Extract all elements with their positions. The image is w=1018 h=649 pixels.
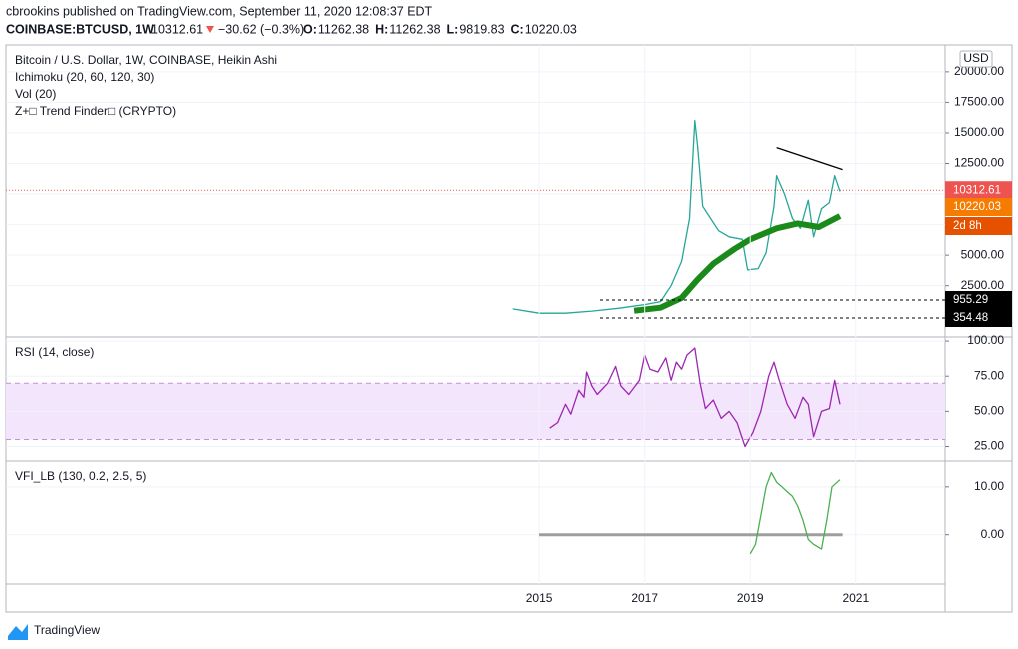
price-tag-label: 2d 8h (953, 220, 982, 232)
price-tag-label: 354.48 (953, 312, 988, 324)
y-tick-label: 50.00 (974, 404, 1004, 418)
ohlc-key: C: (511, 22, 524, 36)
x-tick-label: 2017 (631, 591, 658, 605)
y-tick-label: 12500.00 (954, 156, 1004, 170)
ohlc-key: O: (303, 22, 317, 36)
pane-title: RSI (14, close) (15, 345, 94, 359)
y-tick-label: 100.00 (967, 333, 1004, 347)
price-tag (945, 198, 1012, 216)
ohlc-key: H: (375, 22, 388, 36)
price-tag (945, 217, 1012, 235)
price-tag (945, 181, 1012, 200)
ohlc-value: 10220.03 (525, 22, 577, 36)
x-tick-label: 2019 (737, 591, 764, 605)
y-tick-label: 10.00 (974, 479, 1004, 493)
ohlc: O: 11262.38 H: 11262.38 L: 9819.83 C: 10220.03 (303, 22, 577, 36)
price-tag-label: 10312.61 (953, 184, 1001, 196)
price-tag-label: 10220.03 (953, 201, 1001, 213)
price-tag-label: 955.29 (953, 294, 988, 306)
series-line (749, 471, 841, 555)
indicator-label: Ichimoku (20, 60, 120, 30) (15, 70, 154, 84)
currency-box (959, 50, 993, 68)
y-tick-label: 2500.00 (961, 278, 1005, 292)
y-tick-label: 17500.00 (954, 95, 1004, 109)
frame (5, 44, 1013, 613)
ohlc-value: 11262.38 (389, 22, 440, 36)
price-tag (945, 291, 1012, 309)
y-tick-label: 20000.00 (954, 64, 1004, 78)
y-tick-label: 5000.00 (961, 247, 1005, 261)
ohlc-value: 9819.83 (459, 22, 504, 36)
currency: USD (963, 51, 989, 65)
series-line (633, 213, 842, 314)
series-line (776, 146, 843, 171)
brand: TradingView (34, 623, 100, 637)
x-tick-label: 2021 (842, 591, 869, 605)
ohlc-value: 11262.38 (318, 22, 369, 36)
symbol: COINBASE:BTCUSD, 1W (6, 22, 154, 36)
y-tick-label: 25.00 (974, 439, 1004, 453)
indicator-label: Vol (20) (15, 87, 56, 101)
logo (8, 624, 28, 640)
y-tick-label: 0.00 (981, 527, 1005, 541)
pane-title: VFI_LB (130, 0.2, 2.5, 5) (15, 469, 146, 483)
series-line (549, 347, 841, 448)
price-tag (945, 309, 1012, 327)
y-tick-label: 75.00 (974, 368, 1004, 382)
ohlc-key: L: (447, 22, 459, 36)
y-tick-label: 15000.00 (954, 125, 1004, 139)
change: −30.62 (−0.3%) (218, 22, 304, 36)
pane-title: Bitcoin / U.S. Dollar, 1W, COINBASE, Hei… (15, 53, 277, 67)
down-arrow (206, 26, 214, 33)
series-line (512, 120, 841, 314)
indicator-label: Z+□ Trend Finder□ (CRYPTO) (15, 104, 176, 118)
last-price: 10312.61 (151, 22, 203, 36)
x-tick-label: 2015 (526, 591, 553, 605)
publisher: cbrookins published on TradingView.com, … (6, 4, 433, 18)
